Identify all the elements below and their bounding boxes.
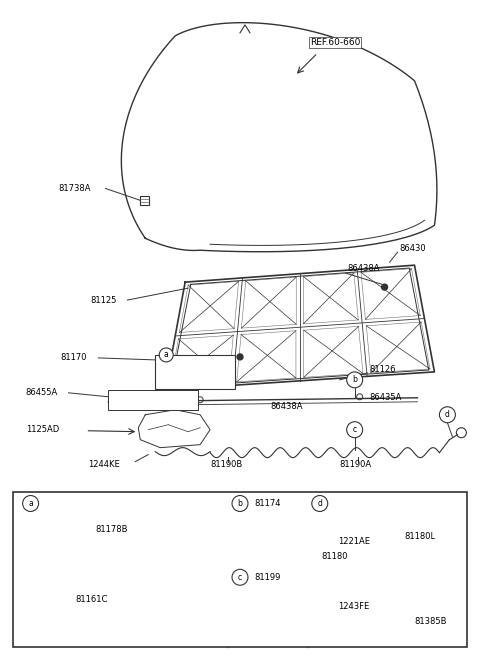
Text: 81130: 81130 [112, 402, 136, 411]
Circle shape [382, 284, 387, 290]
Text: 1129EC: 1129EC [176, 358, 205, 367]
Text: REF.60-660: REF.60-660 [310, 38, 360, 47]
Bar [12, 491, 468, 647]
Text: 1244KE: 1244KE [88, 460, 120, 469]
Text: 86438A: 86438A [348, 264, 380, 273]
Text: 81199: 81199 [254, 573, 280, 582]
Text: 81174: 81174 [254, 499, 280, 508]
Text: 86438A: 86438A [270, 402, 302, 411]
Text: 81170: 81170 [60, 354, 87, 362]
Text: 86430: 86430 [399, 244, 426, 253]
Text: 81126: 81126 [370, 365, 396, 375]
Text: 1243FE: 1243FE [338, 602, 369, 611]
Text: d: d [317, 499, 322, 508]
Text: 81385B: 81385B [415, 617, 447, 626]
Text: 86438A: 86438A [112, 392, 142, 401]
Text: 81161C: 81161C [75, 595, 108, 604]
Text: 86435A: 86435A [370, 394, 402, 402]
Circle shape [232, 495, 248, 512]
Text: 81190A: 81190A [340, 460, 372, 469]
Text: 81180L: 81180L [405, 532, 436, 541]
Circle shape [23, 495, 38, 512]
Circle shape [197, 397, 203, 403]
Circle shape [439, 407, 456, 422]
Text: 81178B: 81178B [96, 525, 128, 534]
Text: d: d [445, 410, 450, 419]
Text: 1125DA: 1125DA [176, 369, 206, 377]
Bar [75, 541, 97, 562]
Circle shape [159, 348, 173, 362]
Text: a: a [164, 350, 168, 359]
Text: 86455A: 86455A [25, 388, 58, 398]
Circle shape [232, 569, 248, 585]
Circle shape [436, 616, 443, 622]
Text: 81190B: 81190B [210, 460, 242, 469]
Circle shape [366, 558, 373, 565]
Text: c: c [238, 573, 242, 582]
Text: 81738A: 81738A [59, 184, 91, 193]
Text: 1221AE: 1221AE [338, 537, 370, 546]
Text: a: a [28, 499, 33, 508]
Bar [108, 390, 198, 410]
Bar [140, 196, 149, 205]
Text: 81125: 81125 [90, 296, 117, 304]
Bar [155, 355, 235, 389]
Text: b: b [238, 499, 242, 508]
Circle shape [237, 354, 243, 360]
Text: c: c [353, 425, 357, 434]
Circle shape [312, 495, 328, 512]
Text: 1125AD: 1125AD [25, 425, 59, 434]
Text: 81180: 81180 [322, 552, 348, 561]
Circle shape [357, 394, 363, 400]
Circle shape [347, 372, 363, 388]
Text: b: b [352, 375, 357, 384]
Circle shape [347, 422, 363, 438]
